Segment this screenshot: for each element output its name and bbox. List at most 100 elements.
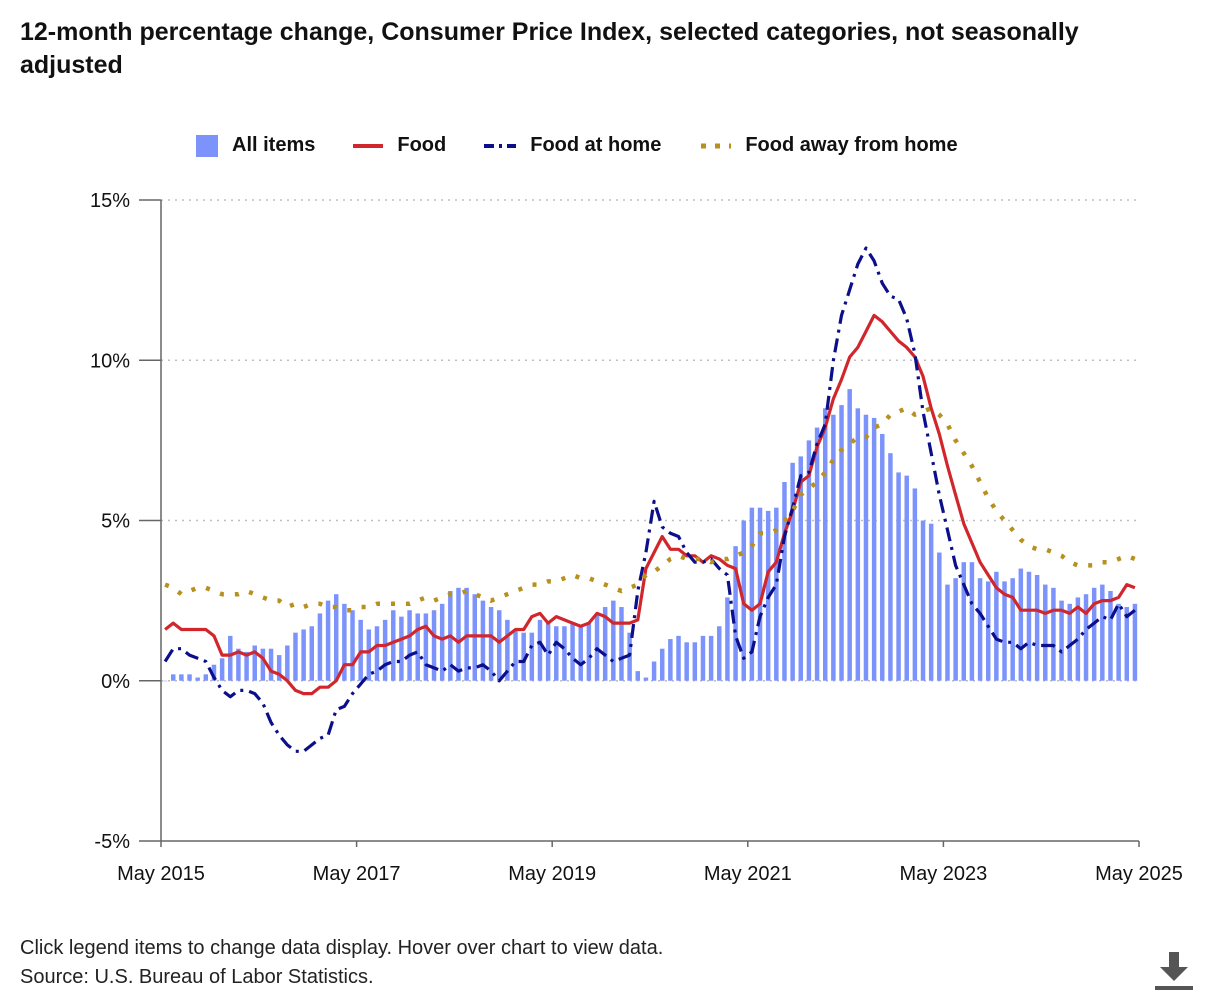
bar-all-items-113[interactable] [1083,594,1089,681]
bar-all-items-58[interactable] [635,671,641,681]
bar-all-items-20[interactable] [325,600,331,681]
bar-all-items-115[interactable] [1100,584,1105,681]
bar-all-items-37[interactable] [464,587,469,681]
bar-all-items-29[interactable] [399,616,404,681]
chart-plot[interactable]: -5% 0% 5% 10% 15% May 2015 May 2017 May 2019 May… [0,0,1220,920]
bar-all-items-6[interactable] [211,664,217,681]
bar-all-items-31[interactable] [415,613,420,681]
bar-all-items-55[interactable] [611,600,616,681]
bar-all-items-114[interactable] [1091,587,1097,681]
bar-all-items-101[interactable] [985,581,991,681]
bar-all-items-10[interactable] [244,651,249,681]
bar-all-items-62[interactable] [668,639,673,681]
bar-all-items-85[interactable] [855,408,861,681]
bar-all-items-18[interactable] [309,626,315,681]
bar-all-items-25[interactable] [366,629,372,681]
bar-all-items-15[interactable] [285,645,290,681]
bar-all-items-80[interactable] [814,427,820,681]
bar-all-items-92[interactable] [912,488,918,681]
bar-all-items-116[interactable] [1108,591,1113,681]
bar-all-items-16[interactable] [293,632,298,681]
bar-all-items-45[interactable] [529,632,535,681]
bar-all-items-93[interactable] [920,520,926,681]
bar-all-items-108[interactable] [1043,584,1048,681]
bar-all-items-43[interactable] [513,629,518,681]
bar-all-items-61[interactable] [659,648,665,681]
bar-all-items-47[interactable] [545,623,551,681]
bar-all-items-4[interactable] [195,677,200,681]
bar-all-items-86[interactable] [863,414,869,681]
bar-all-items-11[interactable] [252,645,257,681]
bar-all-items-50[interactable] [570,623,575,681]
bar-all-items-32[interactable] [423,613,429,681]
bar-all-items-41[interactable] [496,610,502,681]
bar-all-items-97[interactable] [953,578,958,681]
bar-all-items-83[interactable] [839,405,844,681]
bar-all-items-39[interactable] [480,600,486,681]
bar-all-items-36[interactable] [456,587,461,681]
bar-all-items-117[interactable] [1116,603,1121,681]
bar-all-items-68[interactable] [717,626,722,681]
bar-all-items-98[interactable] [961,562,967,681]
bar-all-items-7[interactable] [219,658,225,681]
bar-all-items-95[interactable] [937,552,942,681]
legend-item-food-away-from-home[interactable]: Food away from home [699,134,958,157]
bar-all-items-110[interactable] [1059,600,1064,681]
bar-all-items-99[interactable] [969,562,975,681]
bar-all-items-3[interactable] [187,674,192,681]
legend-item-food[interactable]: Food [353,134,446,157]
bar-all-items-79[interactable] [806,440,812,681]
bar-all-items-9[interactable] [236,648,241,681]
bar-all-items-107[interactable] [1034,574,1040,681]
bar-all-items-42[interactable] [505,619,510,681]
bar-all-items-87[interactable] [871,417,877,681]
bar-all-items-63[interactable] [676,635,681,681]
bar-all-items-100[interactable] [977,578,983,681]
bar-all-items-2[interactable] [179,674,184,681]
bar-all-items-84[interactable] [847,389,852,681]
bar-all-items-88[interactable] [880,433,885,681]
bar-all-items-0[interactable] [162,680,168,682]
legend-item-food-at-home[interactable]: Food at home [484,134,661,157]
bar-all-items-109[interactable] [1051,587,1056,681]
bar-all-items-104[interactable] [1010,578,1015,681]
bar-all-items-75[interactable] [774,507,779,681]
bar-all-items-40[interactable] [488,607,494,681]
bar-all-items-1[interactable] [170,674,176,681]
bar-all-items-81[interactable] [822,408,828,681]
bar-all-items-91[interactable] [904,475,909,681]
bar-all-items-19[interactable] [317,613,323,681]
line-food[interactable] [164,313,1136,696]
bar-all-items-44[interactable] [521,632,526,681]
bar-all-items-30[interactable] [407,610,412,681]
bar-all-items-78[interactable] [798,456,804,681]
bar-all-items-118[interactable] [1124,607,1130,681]
bar-all-items-46[interactable] [537,619,543,681]
bar-all-items-23[interactable] [350,610,355,681]
bar-all-items-65[interactable] [692,642,698,681]
bar-all-items-105[interactable] [1018,568,1024,681]
bar-all-items-26[interactable] [374,626,380,681]
bar-all-items-90[interactable] [896,472,901,681]
bar-all-items-56[interactable] [619,607,624,681]
bar-all-items-102[interactable] [994,571,999,681]
bar-all-items-60[interactable] [651,661,657,681]
bar-all-items-49[interactable] [562,626,567,681]
bar-all-items-67[interactable] [708,635,714,681]
download-icon[interactable] [1152,950,1196,994]
bar-all-items-103[interactable] [1002,581,1007,681]
legend-item-all-items[interactable]: All items [196,134,315,157]
bar-all-items-8[interactable] [228,635,233,681]
bar-all-items-52[interactable] [586,623,592,681]
bar-all-items-53[interactable] [594,613,600,681]
line-food-away-from-home[interactable] [164,406,1136,613]
bar-all-items-89[interactable] [888,453,893,681]
bar-all-items-82[interactable] [831,414,836,681]
bar-all-items-73[interactable] [757,507,763,681]
bar-all-items-119[interactable] [1132,603,1138,681]
bar-all-items-27[interactable] [382,619,388,681]
bar-all-items-48[interactable] [554,626,559,681]
bar-all-items-64[interactable] [684,642,689,681]
bar-all-items-77[interactable] [790,462,795,681]
bar-all-items-106[interactable] [1026,571,1032,681]
